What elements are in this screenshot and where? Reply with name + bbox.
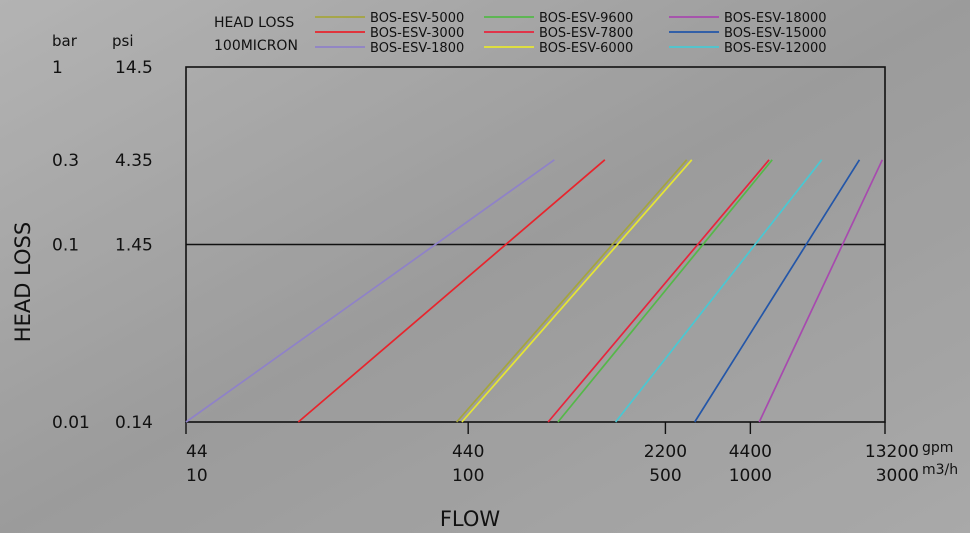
series-line-bos-esv-5000 bbox=[455, 159, 688, 423]
x-tick-label-m3h: 1000 bbox=[729, 466, 772, 486]
series-line-bos-esv-12000 bbox=[614, 159, 823, 423]
y-unit-psi-label: psi bbox=[112, 32, 134, 50]
legend-title-line-1: HEAD LOSS bbox=[214, 15, 294, 31]
legend-entry-label: BOS-ESV-9600 bbox=[539, 11, 633, 26]
x-tick-labels: 44 10 440 100 2200 500 4400 1000 13200 3000 bbox=[185, 422, 919, 486]
series-line-bos-esv-9600 bbox=[557, 159, 773, 423]
y-tick-label-bar: 1 bbox=[52, 58, 63, 78]
series-line-bos-esv-3000 bbox=[297, 159, 606, 423]
y-tick-label-psi: 0.14 bbox=[115, 413, 153, 433]
x-tick-label-gpm: 13200 bbox=[865, 442, 919, 462]
legend-entry-label: BOS-ESV-1800 bbox=[370, 41, 464, 56]
legend-entry-label: BOS-ESV-3000 bbox=[370, 26, 464, 41]
x-axis-title: FLOW bbox=[440, 507, 501, 531]
x-tick-label-m3h: 100 bbox=[452, 466, 484, 486]
series-line-bos-esv-6000 bbox=[461, 159, 693, 423]
legend-title-line-2: 100MICRON bbox=[214, 38, 298, 54]
legend-entry-label: BOS-ESV-12000 bbox=[724, 41, 827, 56]
y-unit-bar-label: bar bbox=[52, 32, 78, 50]
x-tick-label-gpm: 2200 bbox=[644, 442, 687, 462]
legend-entry-label: BOS-ESV-18000 bbox=[724, 11, 827, 26]
series-line-bos-esv-15000 bbox=[693, 159, 861, 423]
y-tick-label-bar: 0.3 bbox=[52, 151, 79, 171]
y-tick-labels: 1 14.5 0.3 4.35 0.1 1.45 0.01 0.14 bbox=[52, 58, 153, 433]
series-line-bos-esv-18000 bbox=[758, 159, 884, 423]
series-line-bos-esv-1800 bbox=[185, 159, 555, 423]
legend-entry-label: BOS-ESV-6000 bbox=[539, 41, 633, 56]
y-tick-label-psi: 1.45 bbox=[115, 236, 153, 256]
y-axis-title: HEAD LOSS bbox=[11, 222, 35, 342]
x-unit-gpm-label: gpm bbox=[922, 440, 953, 456]
series-lines bbox=[185, 159, 884, 423]
x-tick-label-m3h: 3000 bbox=[876, 466, 919, 486]
legend: HEAD LOSS 100MICRON BOS-ESV-5000 BOS-ESV-… bbox=[214, 11, 827, 56]
x-tick-label-gpm: 440 bbox=[452, 442, 484, 462]
y-tick-label-bar: 0.01 bbox=[52, 413, 90, 433]
legend-entry-label: BOS-ESV-7800 bbox=[539, 26, 633, 41]
x-tick-label-m3h: 10 bbox=[186, 466, 208, 486]
series-line-bos-esv-7800 bbox=[547, 159, 770, 423]
y-tick-label-psi: 14.5 bbox=[115, 58, 153, 78]
x-tick-label-m3h: 500 bbox=[649, 466, 681, 486]
legend-entry-label: BOS-ESV-15000 bbox=[724, 26, 827, 41]
x-tick-label-gpm: 4400 bbox=[729, 442, 772, 462]
legend-entry-label: BOS-ESV-5000 bbox=[370, 11, 464, 26]
y-tick-label-bar: 0.1 bbox=[52, 236, 79, 256]
x-unit-m3h-label: m3/h bbox=[922, 462, 958, 478]
x-tick-label-gpm: 44 bbox=[186, 442, 208, 462]
y-tick-label-psi: 4.35 bbox=[115, 151, 153, 171]
